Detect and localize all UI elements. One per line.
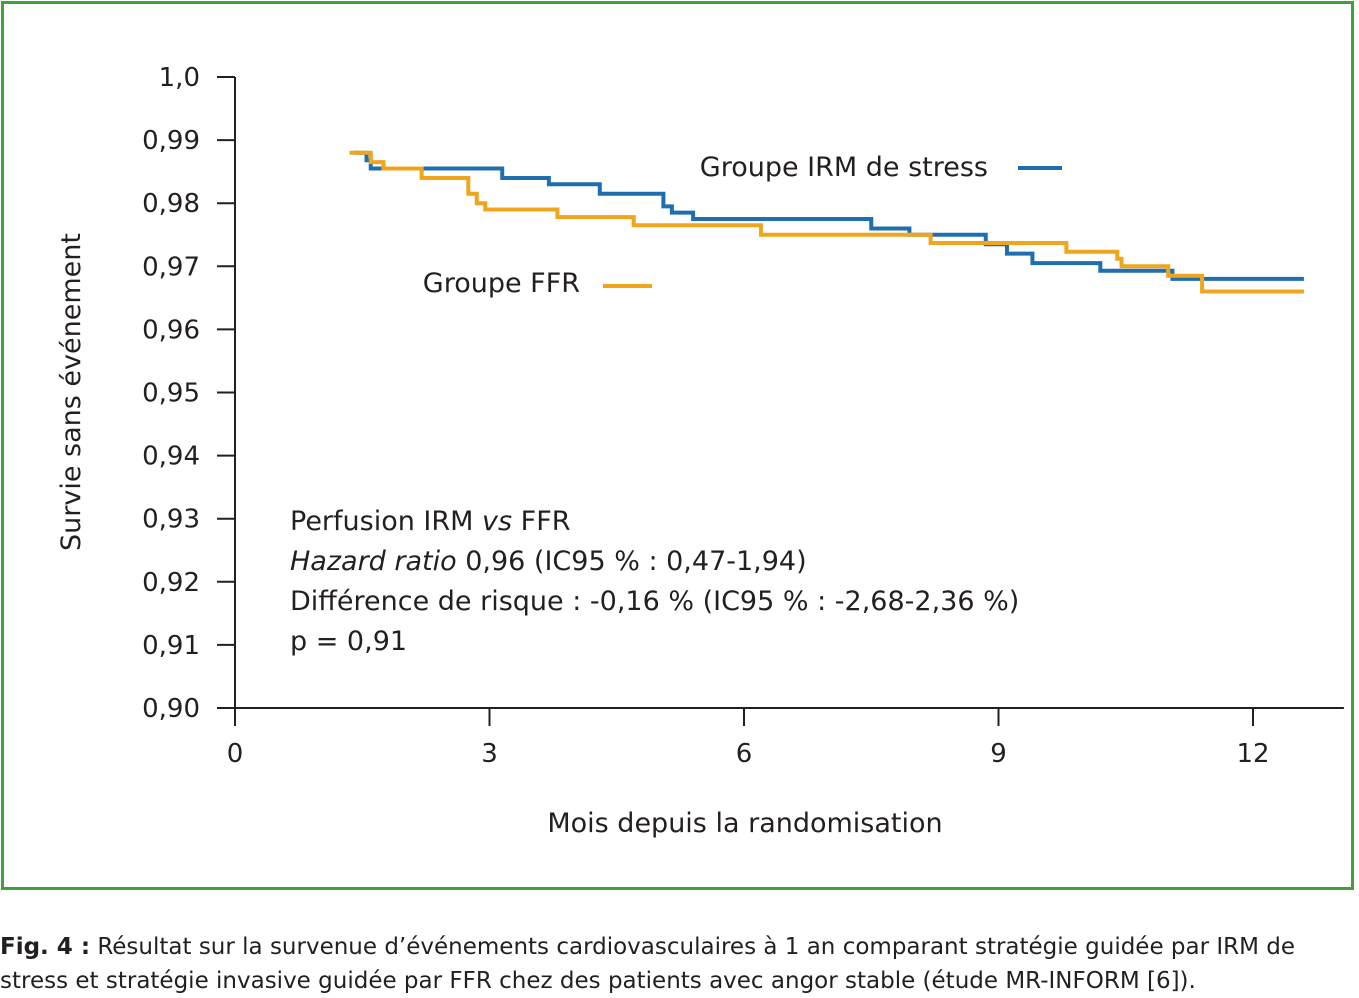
x-axis-label: Mois depuis la randomisation <box>547 808 942 839</box>
x-tick-label: 9 <box>990 739 1007 769</box>
figure-caption: Fig. 4 : Résultat sur la survenue d’évén… <box>0 930 1359 998</box>
y-tick-label: 0,97 <box>142 252 200 282</box>
y-tick-label: 0,93 <box>142 505 200 535</box>
y-axis-label: Survie sans événement <box>56 233 87 551</box>
caption-text: Résultat sur la survenue d’événements ca… <box>0 934 1296 994</box>
y-tick-label: 0,96 <box>142 315 200 345</box>
chart-series <box>349 150 1304 294</box>
y-tick-label: 1,0 <box>159 63 200 93</box>
chart-axes: 1,0 0,99 0,98 0,97 0,96 0,95 0,94 0,93 0,92 0,91 0… <box>142 63 1344 769</box>
x-tick-label: 6 <box>736 739 753 769</box>
y-tick-label: 0,90 <box>142 694 200 724</box>
annotation-span: FFR <box>512 506 570 537</box>
y-tick-label: 0,91 <box>142 631 200 661</box>
annotation-span: Différence de risque : -0,16 % (IC95 % :… <box>290 586 1019 617</box>
annotation-line: Hazard ratio 0,96 (IC95 % : 0,47-1,94) <box>290 546 807 577</box>
y-tick-label: 0,95 <box>142 379 200 409</box>
annotation-span: Perfusion IRM <box>290 506 482 537</box>
chart-legend: Groupe IRM de stress Groupe FFR <box>423 152 1062 299</box>
x-tick-label: 12 <box>1236 739 1269 769</box>
caption-label: Fig. 4 : <box>0 934 91 960</box>
series-line-ffr <box>349 150 1304 294</box>
y-tick-label: 0,94 <box>142 442 200 472</box>
annotation-line: Perfusion IRM vs FFR <box>290 506 571 537</box>
annotation-span: 0,96 (IC95 % : 0,47-1,94) <box>457 546 807 577</box>
annotation-span: vs <box>482 506 512 537</box>
legend-label-irm: Groupe IRM de stress <box>700 152 988 183</box>
annotation-span: Hazard ratio <box>290 546 457 577</box>
y-tick-label: 0,92 <box>142 568 200 598</box>
y-tick-label: 0,99 <box>142 126 200 156</box>
annotation-line: Différence de risque : -0,16 % (IC95 % :… <box>290 586 1019 617</box>
legend-label-ffr: Groupe FFR <box>423 268 580 299</box>
x-tick-label: 3 <box>481 739 498 769</box>
stats-annotation: Perfusion IRM vs FFR Hazard ratio 0,96 (I… <box>290 506 1019 657</box>
x-tick-label: 0 <box>227 739 244 769</box>
survival-chart: 1,0 0,99 0,98 0,97 0,96 0,95 0,94 0,93 0,92 0,91 0… <box>56 63 1344 839</box>
y-tick-label: 0,98 <box>142 189 200 219</box>
annotation-line: p = 0,91 <box>290 626 407 657</box>
annotation-span: p = 0,91 <box>290 626 407 657</box>
figure-frame <box>1 1 1354 890</box>
